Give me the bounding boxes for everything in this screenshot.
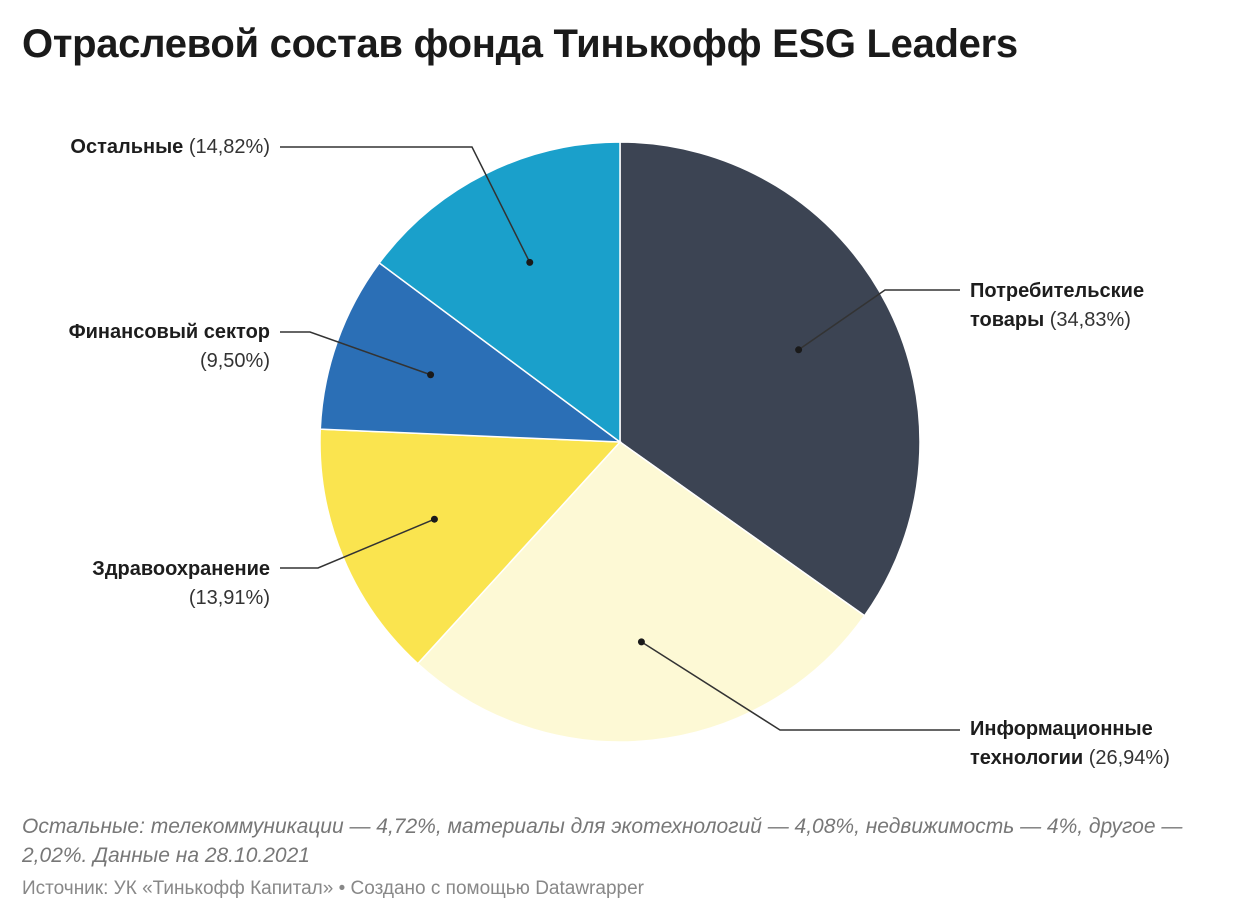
label-consumer-goods-name-2: товары [970, 309, 1045, 331]
chart-note: Остальные: телекоммуникации — 4,72%, мат… [22, 815, 1183, 867]
label-financial-name: Финансовый сектор [68, 321, 270, 343]
label-other-name: Остальные [70, 136, 184, 158]
pie-slice-consumer-goods [619, 141, 921, 617]
label-consumer-goods: Потребительские товары (34,83%) [970, 277, 1144, 335]
leader-line-other [280, 146, 531, 263]
label-financial: Финансовый сектор (9,50%) [69, 318, 270, 376]
label-it: Информационные технологии (26,94%) [970, 715, 1170, 773]
leader-line-it [641, 641, 960, 731]
pie-slice-it [416, 441, 866, 743]
label-it-pct: (26,94%) [1088, 747, 1170, 769]
label-it-name-1: Информационные [970, 718, 1153, 740]
leader-dot-other [526, 258, 534, 266]
label-healthcare: Здравоохранение (13,91%) [92, 555, 270, 613]
label-healthcare-pct: (13,91%) [188, 587, 270, 609]
label-other: Остальные (14,82%) [70, 133, 270, 162]
label-it-name-2: технологии [970, 747, 1084, 769]
leader-line-healthcare [280, 518, 435, 569]
leader-dot-healthcare [430, 515, 438, 523]
label-financial-pct: (9,50%) [199, 350, 270, 372]
leader-line-financial [280, 331, 431, 376]
leader-line-consumer-goods [798, 289, 960, 351]
chart-title: Отраслевой состав фонда Тинькофф ESG Lea… [22, 22, 1018, 66]
label-other-pct: (14,82%) [188, 136, 270, 158]
leader-dot-financial [427, 371, 435, 379]
leader-dot-consumer-goods [795, 346, 803, 354]
label-consumer-goods-name-1: Потребительские [970, 280, 1145, 302]
label-consumer-goods-pct: (34,83%) [1049, 309, 1131, 331]
chart-source: Источник: УК «Тинькофф Капитал» • Создан… [22, 878, 644, 899]
leader-dot-it [637, 638, 645, 646]
label-healthcare-name: Здравоохранение [92, 558, 270, 580]
